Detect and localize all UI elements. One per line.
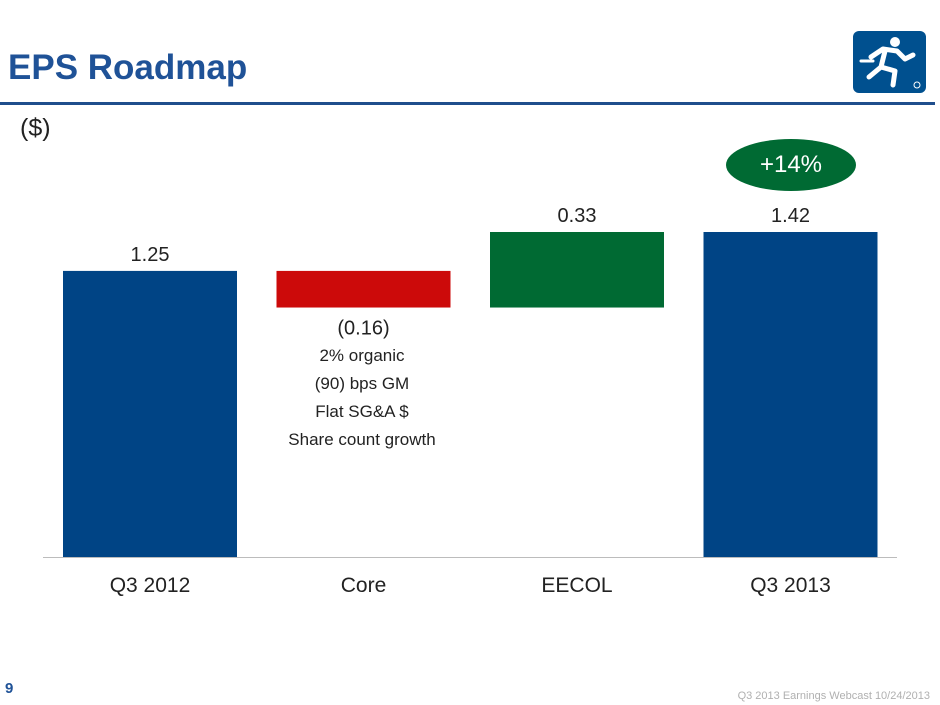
core-note: Share count growth: [288, 430, 436, 449]
core-note: Flat SG&A $: [315, 402, 409, 421]
growth-badge: +14%: [726, 139, 856, 191]
runner-logo-icon: [853, 31, 926, 93]
value-label: (0.16): [337, 318, 389, 340]
core-note: (90) bps GM: [314, 374, 410, 393]
bar-q3-2013: [703, 232, 878, 557]
value-label: 1.42: [771, 205, 810, 227]
category-label: EECOL: [541, 574, 612, 597]
core-note: 2% organic: [319, 346, 405, 365]
bar-q3-2012: [63, 270, 237, 557]
slide-title: EPS Roadmap: [8, 48, 248, 87]
page-number: 9: [5, 680, 14, 697]
value-label: 0.33: [558, 205, 597, 227]
value-label: 1.25: [131, 244, 170, 266]
bar-eecol: [490, 232, 664, 308]
unit-label: ($): [20, 114, 51, 142]
category-label: Q3 2012: [110, 574, 191, 597]
category-label: Q3 2013: [750, 574, 831, 597]
category-label: Core: [341, 574, 387, 597]
bar-core: [276, 270, 451, 308]
title-divider: [0, 102, 935, 105]
footer-note: Q3 2013 Earnings Webcast 10/24/2013: [737, 690, 930, 702]
core-notes: 2% organic (90) bps GM Flat SG&A $ Share…: [262, 342, 462, 454]
